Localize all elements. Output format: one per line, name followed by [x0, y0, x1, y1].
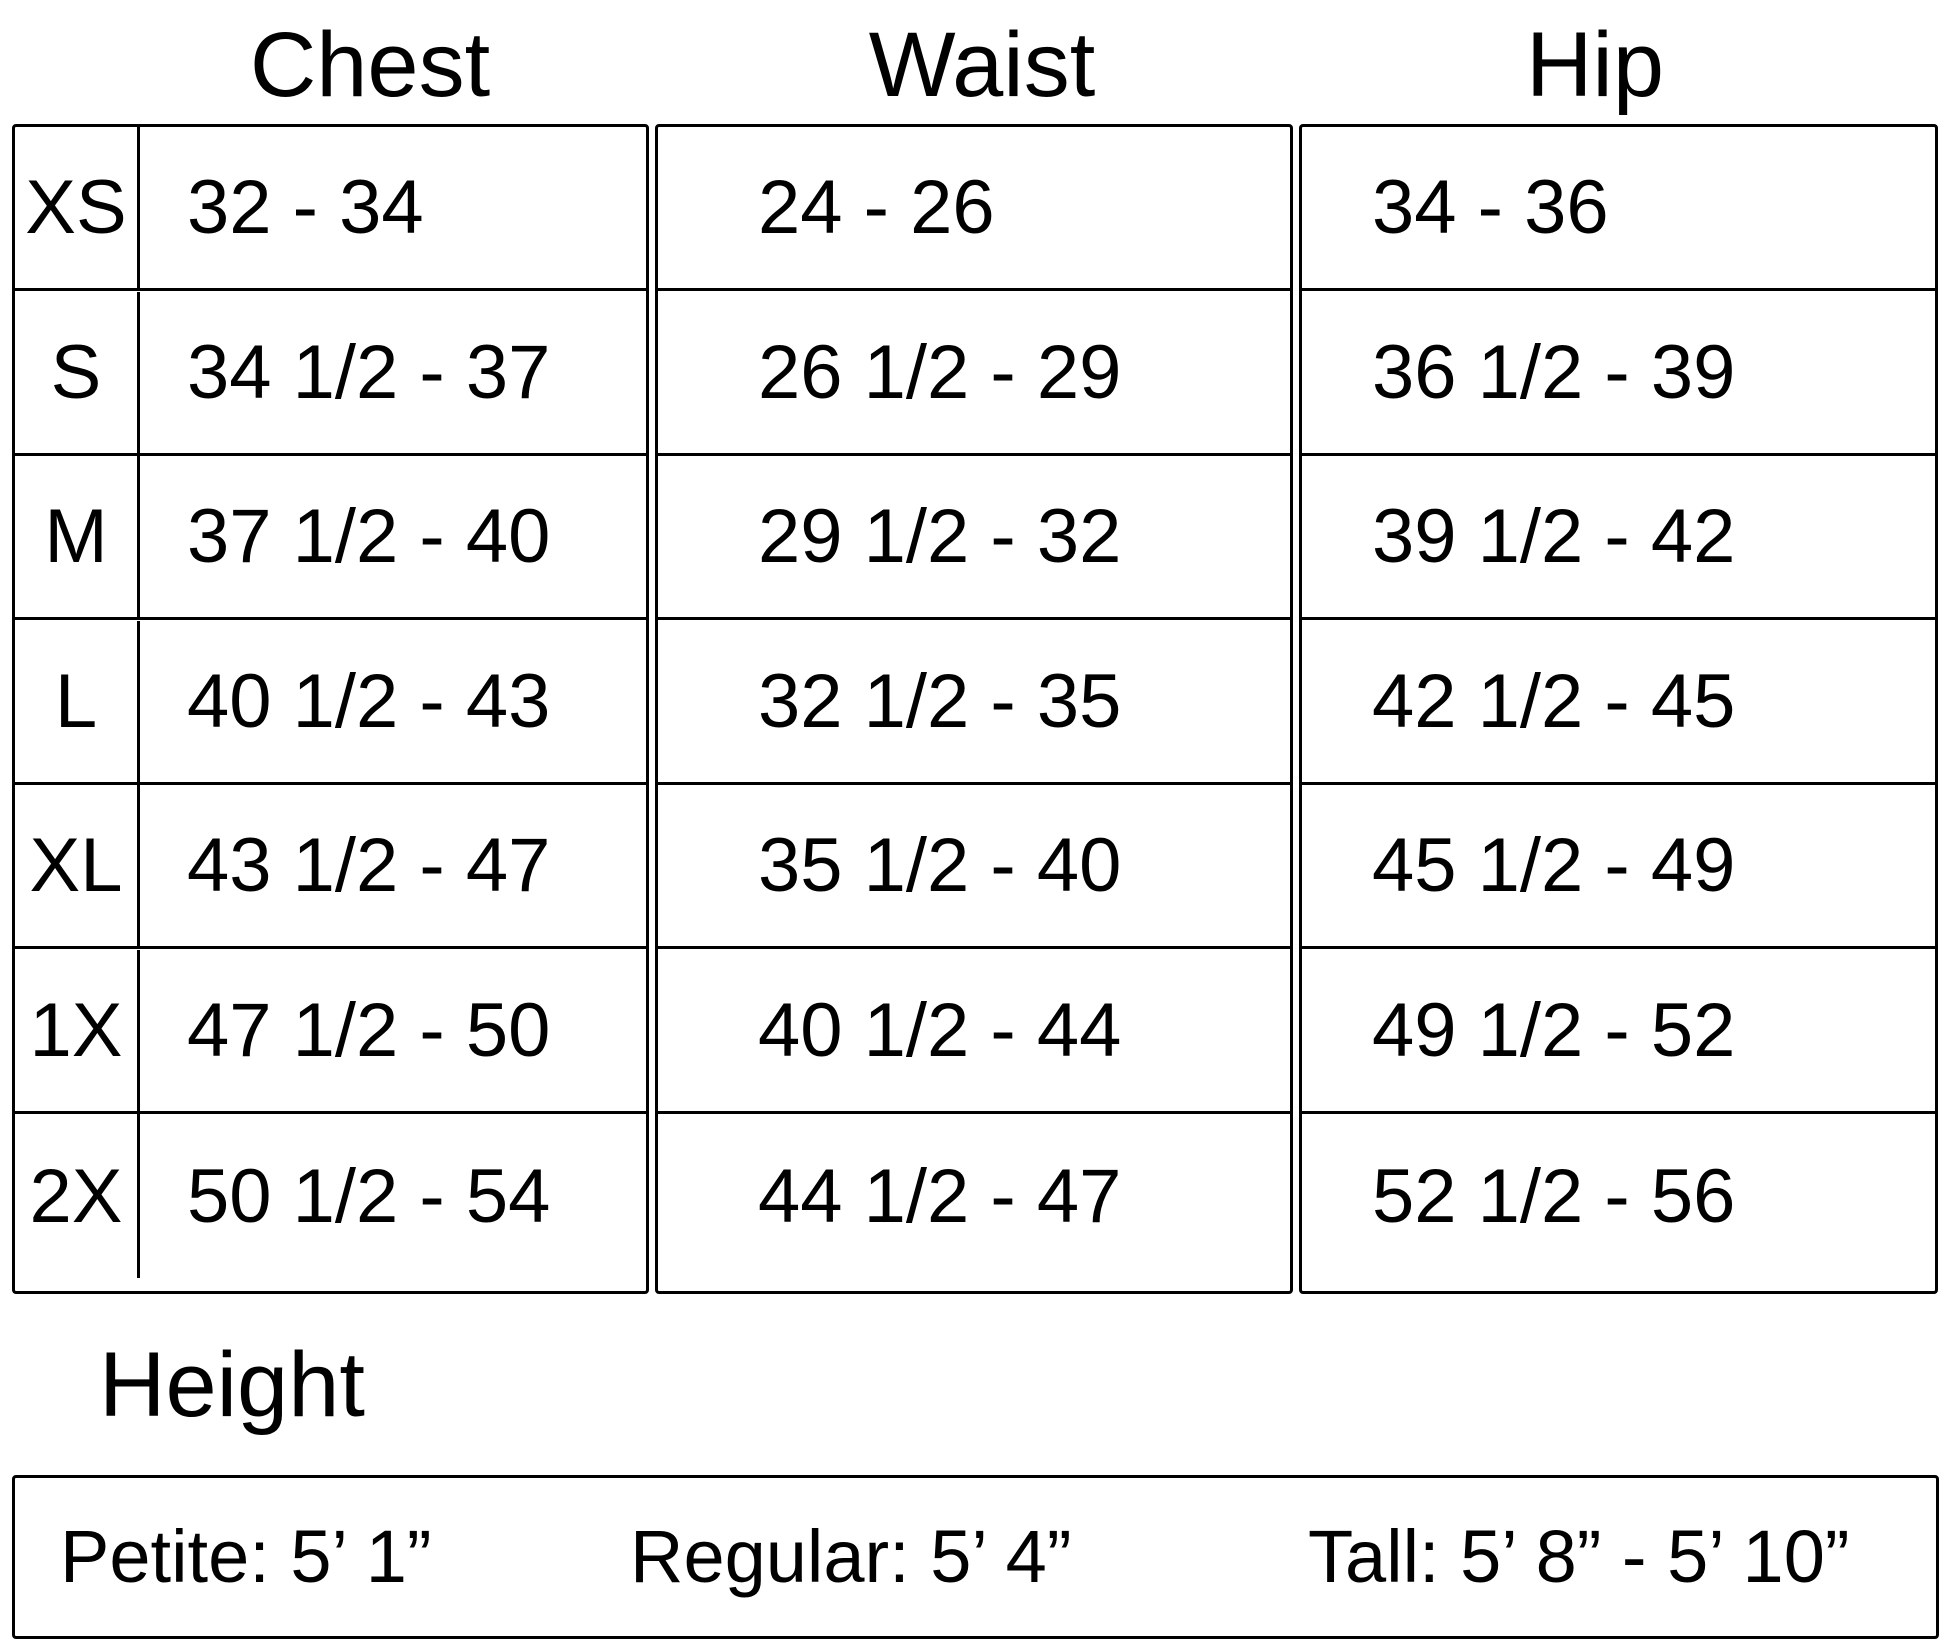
waist-value: 40 1/2 - 44 — [758, 987, 1122, 1073]
table-row: 42 1/2 - 45 — [1302, 621, 1935, 785]
size-label: M — [15, 456, 140, 617]
waist-table: 24 - 26 26 1/2 - 29 29 1/2 - 32 32 1/2 - 35… — [655, 124, 1293, 1294]
table-row: 52 1/2 - 56 — [1302, 1114, 1935, 1278]
table-row: 29 1/2 - 32 — [658, 456, 1290, 620]
table-row: 36 1/2 - 39 — [1302, 292, 1935, 456]
table-row: XS 32 - 34 — [15, 127, 646, 291]
waist-value: 26 1/2 - 29 — [758, 329, 1122, 415]
table-row: L 40 1/2 - 43 — [15, 620, 646, 785]
height-title: Height — [99, 1334, 365, 1436]
hip-value: 42 1/2 - 45 — [1372, 658, 1736, 744]
hip-table: 34 - 36 36 1/2 - 39 39 1/2 - 42 42 1/2 - 45… — [1299, 124, 1938, 1294]
chest-value: 34 1/2 - 37 — [187, 329, 551, 415]
table-row: 24 - 26 — [658, 127, 1290, 291]
table-row: 26 1/2 - 29 — [658, 292, 1290, 456]
chest-table: XS 32 - 34 S 34 1/2 - 37 M 37 1/2 - 40 L 40 1/2… — [12, 124, 649, 1294]
table-row: 35 1/2 - 40 — [658, 785, 1290, 949]
waist-value: 35 1/2 - 40 — [758, 823, 1122, 908]
table-row: 39 1/2 - 42 — [1302, 456, 1935, 620]
hip-value: 34 - 36 — [1372, 165, 1609, 250]
table-row: 45 1/2 - 49 — [1302, 785, 1935, 949]
waist-value: 24 - 26 — [758, 165, 995, 250]
chest-value: 32 - 34 — [187, 165, 424, 250]
hip-value: 39 1/2 - 42 — [1372, 494, 1736, 579]
waist-value: 44 1/2 - 47 — [758, 1153, 1122, 1239]
table-row: S 34 1/2 - 37 — [15, 291, 646, 456]
size-label: S — [15, 291, 140, 453]
height-petite: Petite: 5’ 1” — [60, 1515, 432, 1598]
hip-value: 45 1/2 - 49 — [1372, 823, 1736, 908]
hip-value: 49 1/2 - 52 — [1372, 987, 1736, 1073]
size-label: XL — [15, 785, 140, 946]
table-row: 34 - 36 — [1302, 127, 1935, 291]
height-tall: Tall: 5’ 8” - 5’ 10” — [1308, 1515, 1850, 1598]
size-label: L — [15, 620, 140, 782]
chest-value: 50 1/2 - 54 — [187, 1153, 551, 1239]
chest-value: 37 1/2 - 40 — [187, 494, 551, 579]
waist-value: 32 1/2 - 35 — [758, 658, 1122, 744]
table-row: XL 43 1/2 - 47 — [15, 785, 646, 949]
size-label: XS — [15, 127, 140, 288]
table-row: 44 1/2 - 47 — [658, 1114, 1290, 1278]
table-row: 2X 50 1/2 - 54 — [15, 1114, 646, 1278]
chest-value: 43 1/2 - 47 — [187, 823, 551, 908]
waist-value: 29 1/2 - 32 — [758, 494, 1122, 579]
table-row: 32 1/2 - 35 — [658, 621, 1290, 785]
size-label: 1X — [15, 949, 140, 1111]
table-row: 40 1/2 - 44 — [658, 950, 1290, 1114]
chest-value: 47 1/2 - 50 — [187, 987, 551, 1073]
chest-header: Chest — [249, 14, 491, 116]
hip-header: Hip — [1525, 14, 1665, 116]
table-row: M 37 1/2 - 40 — [15, 456, 646, 620]
hip-value: 52 1/2 - 56 — [1372, 1153, 1736, 1239]
size-label: 2X — [15, 1114, 140, 1278]
waist-header: Waist — [868, 14, 1096, 116]
height-regular: Regular: 5’ 4” — [630, 1515, 1072, 1598]
chest-value: 40 1/2 - 43 — [187, 658, 551, 744]
height-box: Petite: 5’ 1” Regular: 5’ 4” Tall: 5’ 8”… — [12, 1475, 1939, 1639]
table-row: 49 1/2 - 52 — [1302, 950, 1935, 1114]
table-row: 1X 47 1/2 - 50 — [15, 949, 646, 1114]
hip-value: 36 1/2 - 39 — [1372, 329, 1736, 415]
